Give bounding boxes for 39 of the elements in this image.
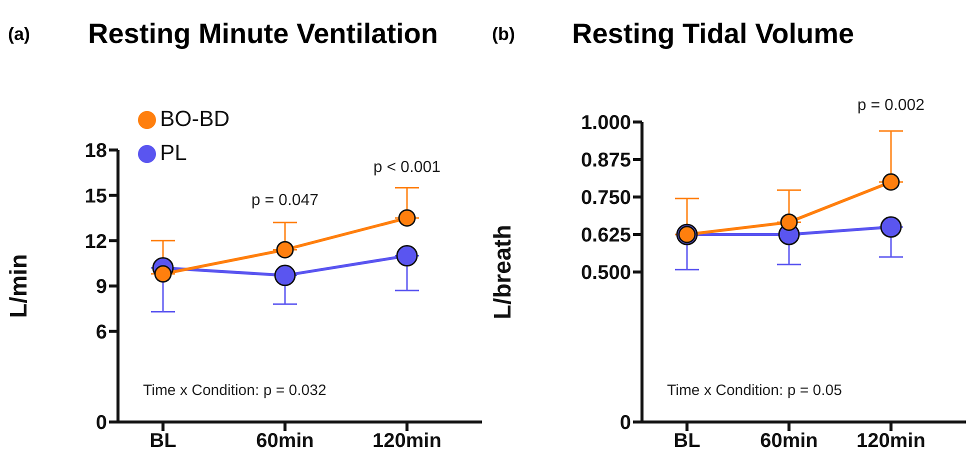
point <box>276 240 294 258</box>
annotation: Time x Condition: p = 0.05 <box>667 382 842 399</box>
legend-label: PL <box>160 140 187 165</box>
y-tick-label: 6 <box>96 321 107 344</box>
annotation: Time x Condition: p = 0.032 <box>143 382 326 399</box>
y-tick-label: 9 <box>96 276 107 298</box>
annotation: p < 0.001 <box>373 159 441 176</box>
x-tick-label: 60min <box>256 430 314 452</box>
legend-label: BO-BD <box>160 106 230 131</box>
x-tick-label: 120min <box>856 430 926 452</box>
text: p = 0.002 <box>857 97 925 114</box>
point <box>398 209 416 227</box>
y-tick-label: 0.750 <box>580 187 631 210</box>
x-tick-label: 60min <box>760 430 818 452</box>
chart-title: Resting Tidal Volume <box>572 18 854 50</box>
y-tick-label: 15 <box>84 185 107 208</box>
text: (a) <box>8 23 31 45</box>
y-tick-label: 0 <box>96 412 107 434</box>
chart-title: Resting Minute Ventilation <box>88 18 438 50</box>
y-tick-label: 0.625 <box>580 224 631 247</box>
point <box>882 173 900 191</box>
point <box>780 213 798 231</box>
y-tick-label: 1.000 <box>580 112 631 134</box>
text: (b) <box>492 23 516 45</box>
y-tick-label: 18 <box>84 140 107 162</box>
y-tick-label: 0.875 <box>580 150 631 172</box>
y-axis-title: L/min <box>6 254 33 318</box>
x-tick-label: BL <box>674 430 700 452</box>
y-tick-label: 12 <box>84 230 107 253</box>
x-tick-label: 120min <box>372 430 442 452</box>
y-tick-label: 0 <box>620 412 631 434</box>
annotation: p = 0.047 <box>251 192 319 209</box>
point <box>880 216 902 238</box>
x-tick-label: BL <box>150 430 176 452</box>
point <box>274 264 296 286</box>
point <box>154 265 172 283</box>
y-tick-label: 0.500 <box>580 262 631 284</box>
point <box>396 245 418 267</box>
y-axis-title: L/breath <box>490 224 517 320</box>
